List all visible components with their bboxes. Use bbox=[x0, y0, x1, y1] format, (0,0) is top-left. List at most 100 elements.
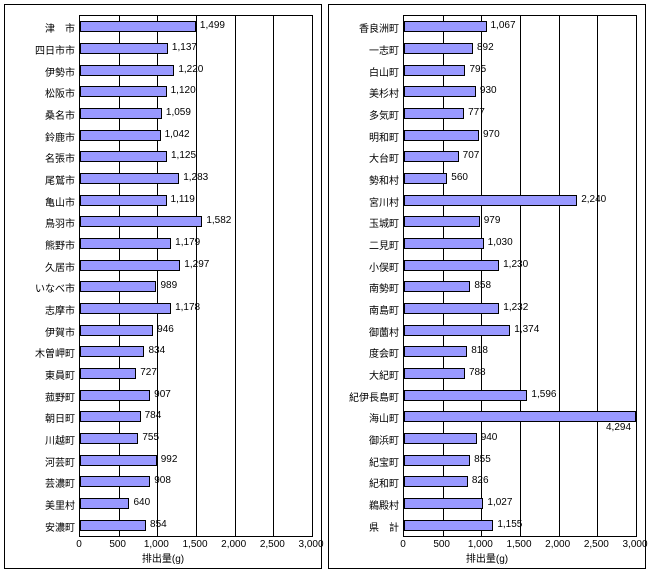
bar-value-label: 1,137 bbox=[172, 42, 197, 53]
gridline bbox=[520, 16, 521, 536]
bar bbox=[404, 455, 470, 466]
category-label: 勢和村 bbox=[369, 172, 399, 187]
bar bbox=[404, 216, 480, 227]
bar bbox=[80, 411, 141, 422]
category-label: 鳥羽市 bbox=[45, 215, 75, 230]
bar-value-label: 1,155 bbox=[497, 519, 522, 530]
bar-value-label: 777 bbox=[468, 107, 485, 118]
category-label: 尾鷲市 bbox=[45, 172, 75, 187]
bar bbox=[404, 21, 487, 32]
category-label: 亀山市 bbox=[45, 194, 75, 209]
bar bbox=[404, 281, 470, 292]
x-tick-label: 1,000 bbox=[144, 539, 169, 550]
bar-value-label: 858 bbox=[474, 280, 491, 291]
category-label: 南勢町 bbox=[369, 280, 399, 295]
bar bbox=[80, 108, 162, 119]
gridline bbox=[235, 16, 236, 536]
gridline bbox=[559, 16, 560, 536]
bar bbox=[404, 476, 468, 487]
bar bbox=[80, 455, 157, 466]
bar-value-label: 1,027 bbox=[487, 497, 512, 508]
bar bbox=[404, 411, 636, 422]
bar-value-label: 1,232 bbox=[503, 302, 528, 313]
bar bbox=[80, 173, 179, 184]
bar-value-label: 855 bbox=[474, 454, 491, 465]
bar-value-label: 1,179 bbox=[175, 237, 200, 248]
category-label: 菰野町 bbox=[45, 389, 75, 404]
category-label: 美里村 bbox=[45, 497, 75, 512]
x-tick-label: 2,500 bbox=[260, 539, 285, 550]
bar-value-label: 992 bbox=[161, 454, 178, 465]
bar bbox=[80, 151, 167, 162]
bar-value-label: 727 bbox=[140, 367, 157, 378]
category-label: 一志町 bbox=[369, 42, 399, 57]
bar bbox=[80, 21, 196, 32]
x-tick-label: 3,000 bbox=[622, 539, 647, 550]
category-label: 二見町 bbox=[369, 237, 399, 252]
gridline bbox=[597, 16, 598, 536]
bar bbox=[404, 260, 499, 271]
category-label: 小俣町 bbox=[369, 259, 399, 274]
category-label: 大台町 bbox=[369, 150, 399, 165]
bar-value-label: 854 bbox=[150, 519, 167, 530]
category-label: 鈴鹿市 bbox=[45, 129, 75, 144]
bar bbox=[404, 86, 476, 97]
category-label: 紀宝町 bbox=[369, 454, 399, 469]
bar-value-label: 755 bbox=[142, 432, 159, 443]
bar bbox=[404, 390, 527, 401]
bar-value-label: 1,582 bbox=[206, 215, 231, 226]
bar bbox=[404, 433, 477, 444]
bar bbox=[404, 65, 465, 76]
bar-value-label: 1,067 bbox=[491, 20, 516, 31]
bar-value-label: 1,283 bbox=[183, 172, 208, 183]
x-tick-label: 2,000 bbox=[545, 539, 570, 550]
gridline bbox=[196, 16, 197, 536]
bar-value-label: 1,297 bbox=[184, 259, 209, 270]
x-tick-label: 3,000 bbox=[298, 539, 323, 550]
bar-value-label: 1,042 bbox=[165, 129, 190, 140]
category-label: 熊野市 bbox=[45, 237, 75, 252]
bar-value-label: 818 bbox=[471, 345, 488, 356]
left-plot-area: 1,4991,1371,2201,1201,0591,0421,1251,283… bbox=[79, 15, 313, 537]
bar bbox=[80, 195, 167, 206]
bar-value-label: 946 bbox=[157, 324, 174, 335]
bar bbox=[80, 65, 174, 76]
x-tick-label: 0 bbox=[76, 539, 82, 550]
bar bbox=[80, 346, 144, 357]
bar-value-label: 930 bbox=[480, 85, 497, 96]
category-label: 伊勢市 bbox=[45, 64, 75, 79]
x-tick-label: 0 bbox=[400, 539, 406, 550]
category-label: 紀伊長島町 bbox=[349, 389, 399, 404]
bar-value-label: 1,596 bbox=[531, 389, 556, 400]
category-label: 多気町 bbox=[369, 107, 399, 122]
category-label: 宮川村 bbox=[369, 194, 399, 209]
category-label: 南島町 bbox=[369, 302, 399, 317]
category-label: 明和町 bbox=[369, 129, 399, 144]
bar bbox=[404, 325, 510, 336]
x-tick-label: 2,500 bbox=[584, 539, 609, 550]
bar bbox=[404, 130, 479, 141]
bar-value-label: 1,499 bbox=[200, 20, 225, 31]
category-label: 美杉村 bbox=[369, 85, 399, 100]
left-panel: 1,4991,1371,2201,1201,0591,0421,1251,283… bbox=[4, 4, 322, 569]
gridline bbox=[273, 16, 274, 536]
bar-value-label: 989 bbox=[160, 280, 177, 291]
right-panel: 1,0678927959307779707075602,2409791,0301… bbox=[328, 4, 646, 569]
bar-value-label: 907 bbox=[154, 389, 171, 400]
category-label: 松阪市 bbox=[45, 85, 75, 100]
category-label: 鵜殿村 bbox=[369, 497, 399, 512]
bar bbox=[404, 195, 577, 206]
bar bbox=[80, 281, 156, 292]
bar-value-label: 908 bbox=[154, 475, 171, 486]
bar bbox=[404, 368, 465, 379]
x-tick-label: 1,500 bbox=[506, 539, 531, 550]
category-label: 伊賀市 bbox=[45, 324, 75, 339]
bar bbox=[80, 390, 150, 401]
category-label: 名張市 bbox=[45, 150, 75, 165]
bar bbox=[80, 520, 146, 531]
bar bbox=[404, 346, 467, 357]
bar-value-label: 1,220 bbox=[178, 64, 203, 75]
bar bbox=[80, 368, 136, 379]
category-label: 香良洲町 bbox=[359, 20, 399, 35]
bar bbox=[80, 238, 171, 249]
